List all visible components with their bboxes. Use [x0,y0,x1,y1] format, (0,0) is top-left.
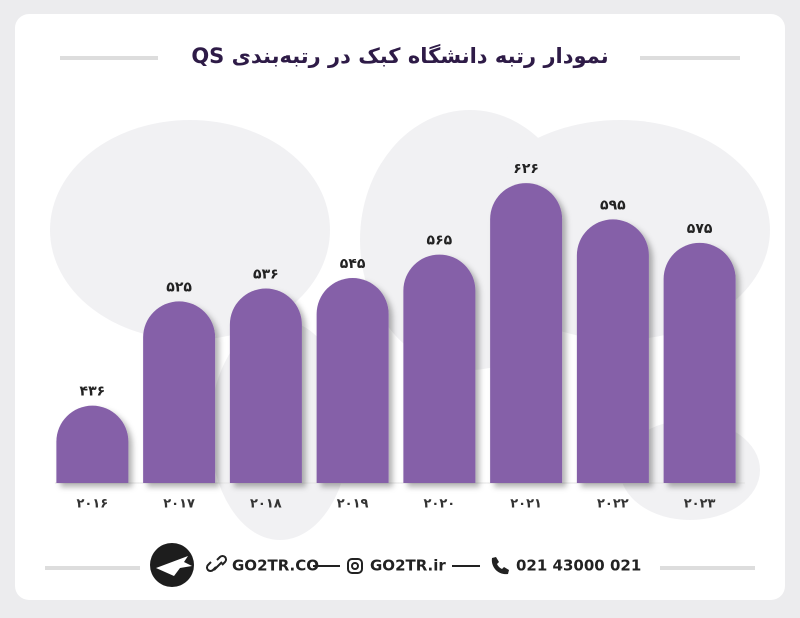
value-label: ۵۷۵ [687,221,713,237]
bar [229,288,302,483]
bar [143,301,216,483]
phone-icon [491,557,509,575]
logo [150,543,194,587]
instagram: GO2TR.ir [370,557,446,575]
value-label: ۵۴۵ [340,256,366,272]
value-label: ۵۶۵ [427,233,453,249]
value-label: ۶۲۶ [513,161,539,177]
value-label: ۵۲۵ [166,279,192,295]
x-tick-label: ۲۰۱۸ [250,497,282,512]
x-tick-label: ۲۰۱۶ [77,497,109,512]
x-tick-label: ۲۰۲۰ [424,497,456,512]
link-icon [205,554,228,573]
x-tick-label: ۲۰۲۱ [510,497,542,512]
bar [490,183,563,483]
bar [663,242,736,483]
x-tick-label: ۲۰۱۹ [337,497,369,512]
phone: 021 43000 021 [516,557,641,575]
bar [576,219,649,483]
bar [316,278,389,483]
value-label: ۵۳۶ [253,267,279,283]
x-tick-label: ۲۰۱۷ [163,497,195,512]
instagram-icon-lens [351,562,359,570]
bar [403,254,476,483]
chart-title: نمودار رتبه دانشگاه کبک در رتبه‌بندی QS [191,43,608,68]
instagram-icon [347,558,363,574]
value-label: ۴۳۶ [80,384,106,400]
x-tick-label: ۲۰۲۳ [684,497,716,512]
x-tick-label: ۲۰۲۲ [597,497,629,512]
bar [56,405,129,483]
value-label: ۵۹۵ [600,197,626,213]
website: GO2TR.CO [232,557,319,575]
